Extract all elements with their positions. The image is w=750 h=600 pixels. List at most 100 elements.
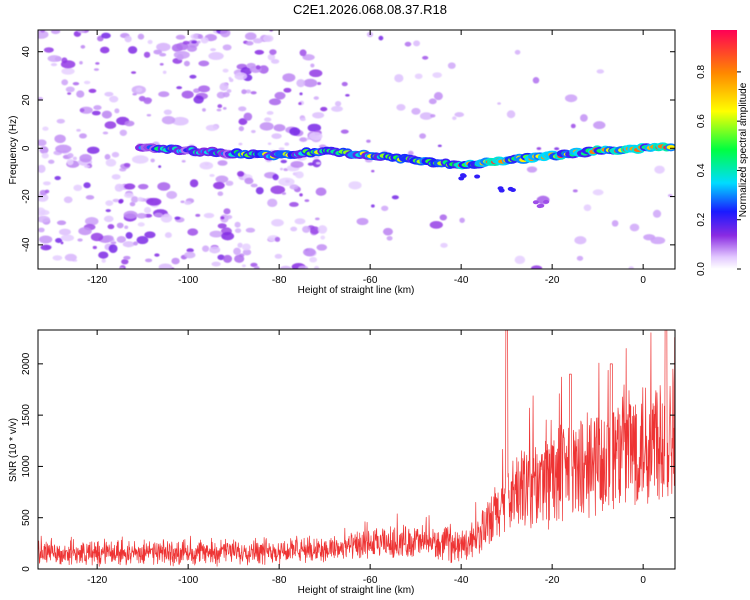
noise-blob <box>137 183 149 190</box>
noise-blob <box>303 247 316 257</box>
noise-blob <box>72 156 77 161</box>
noise-blob <box>299 49 307 57</box>
noise-blob <box>413 40 421 47</box>
noise-blob <box>243 112 253 121</box>
secondary-trace-point <box>474 174 481 179</box>
noise-blob <box>237 171 245 177</box>
colorbar-gradient <box>711 30 737 269</box>
noise-blob <box>576 255 584 261</box>
noise-blob <box>251 130 256 134</box>
noise-blob <box>116 236 127 243</box>
noise-blob <box>184 251 196 259</box>
noise-blob <box>80 44 86 49</box>
noise-blob <box>411 107 421 115</box>
noise-blob <box>654 165 665 174</box>
noise-blob <box>306 137 311 140</box>
noise-blob <box>320 106 328 112</box>
noise-blob <box>78 227 92 236</box>
noise-blob <box>61 79 69 86</box>
noise-blob <box>345 93 350 97</box>
noise-blob <box>241 264 246 268</box>
noise-blob <box>428 98 437 105</box>
noise-blob <box>58 228 71 236</box>
noise-blob <box>386 235 393 241</box>
noise-blob <box>267 142 272 145</box>
noise-blob <box>237 242 243 248</box>
spectrogram-frame <box>37 29 676 270</box>
spectrogram-x-label: Height of straight line (km) <box>298 285 415 296</box>
secondary-trace-point <box>538 203 545 208</box>
noise-blob <box>131 71 137 74</box>
spectrogram-x-tick-label: -40 <box>454 275 469 286</box>
secondary-trace-point <box>460 173 467 178</box>
noise-blob <box>79 108 85 113</box>
noise-blob <box>307 123 322 133</box>
noise-blob <box>303 78 318 88</box>
noise-blob <box>109 95 119 103</box>
noise-blob <box>628 266 634 269</box>
noise-blob <box>259 122 274 131</box>
noise-blob <box>217 104 223 109</box>
noise-blob <box>159 62 164 66</box>
noise-blob <box>407 150 414 156</box>
noise-blob <box>143 51 151 58</box>
noise-blob <box>290 226 298 232</box>
noise-blob <box>60 234 75 242</box>
noise-blob <box>440 242 448 248</box>
noise-blob <box>195 213 201 217</box>
noise-blob <box>459 217 465 223</box>
noise-blob <box>160 213 173 223</box>
noise-blob <box>234 221 241 228</box>
noise-blob <box>307 162 314 166</box>
noise-blob <box>119 129 128 136</box>
noise-blob <box>64 253 77 262</box>
noise-blob <box>111 174 121 180</box>
noise-blob <box>187 45 197 52</box>
noise-blob <box>269 49 277 55</box>
spectrogram-x-tick-label: -100 <box>178 275 198 286</box>
noise-blob <box>255 65 261 70</box>
noise-blob <box>79 60 83 65</box>
noise-blob <box>253 265 260 269</box>
noise-blob <box>580 114 588 122</box>
noise-blob <box>378 35 384 41</box>
spectrogram-y-label: Frequency (Hz) <box>8 116 19 185</box>
noise-blob <box>173 50 190 59</box>
noise-blob <box>158 91 170 98</box>
noise-blob <box>391 195 399 200</box>
noise-blob <box>55 237 63 243</box>
snr-x-tick-label: -100 <box>178 575 198 586</box>
noise-blob <box>79 154 92 163</box>
noise-blob <box>137 197 144 202</box>
noise-blob <box>56 118 65 124</box>
noise-blob <box>200 37 209 44</box>
noise-blob <box>526 166 538 173</box>
noise-blob <box>189 179 199 188</box>
noise-blob <box>47 55 61 62</box>
noise-blob <box>171 257 180 265</box>
noise-blob <box>252 38 263 44</box>
spectrogram-y-tick-label: -20 <box>21 189 32 204</box>
noise-blob <box>593 121 606 130</box>
noise-blob <box>131 196 139 203</box>
noise-blob <box>111 151 120 158</box>
spectrogram-x-tick-label: -120 <box>87 275 107 286</box>
noise-blob <box>99 46 110 54</box>
noise-blob <box>297 265 309 269</box>
noise-blob <box>42 181 51 186</box>
noise-blob <box>282 73 296 82</box>
noise-blob <box>83 182 91 189</box>
noise-blob <box>77 30 85 34</box>
noise-blob <box>289 201 299 207</box>
noise-blob <box>241 89 247 95</box>
noise-blob <box>302 54 315 61</box>
spectrogram-x-tick-label: -80 <box>272 275 287 286</box>
noise-blob <box>273 124 286 132</box>
noise-blob <box>184 200 192 205</box>
noise-blob <box>158 165 162 168</box>
noise-blob <box>514 255 526 265</box>
noise-blob <box>146 197 162 206</box>
noise-blob <box>381 205 389 212</box>
noise-blob <box>104 121 117 129</box>
noise-blob <box>302 225 311 233</box>
